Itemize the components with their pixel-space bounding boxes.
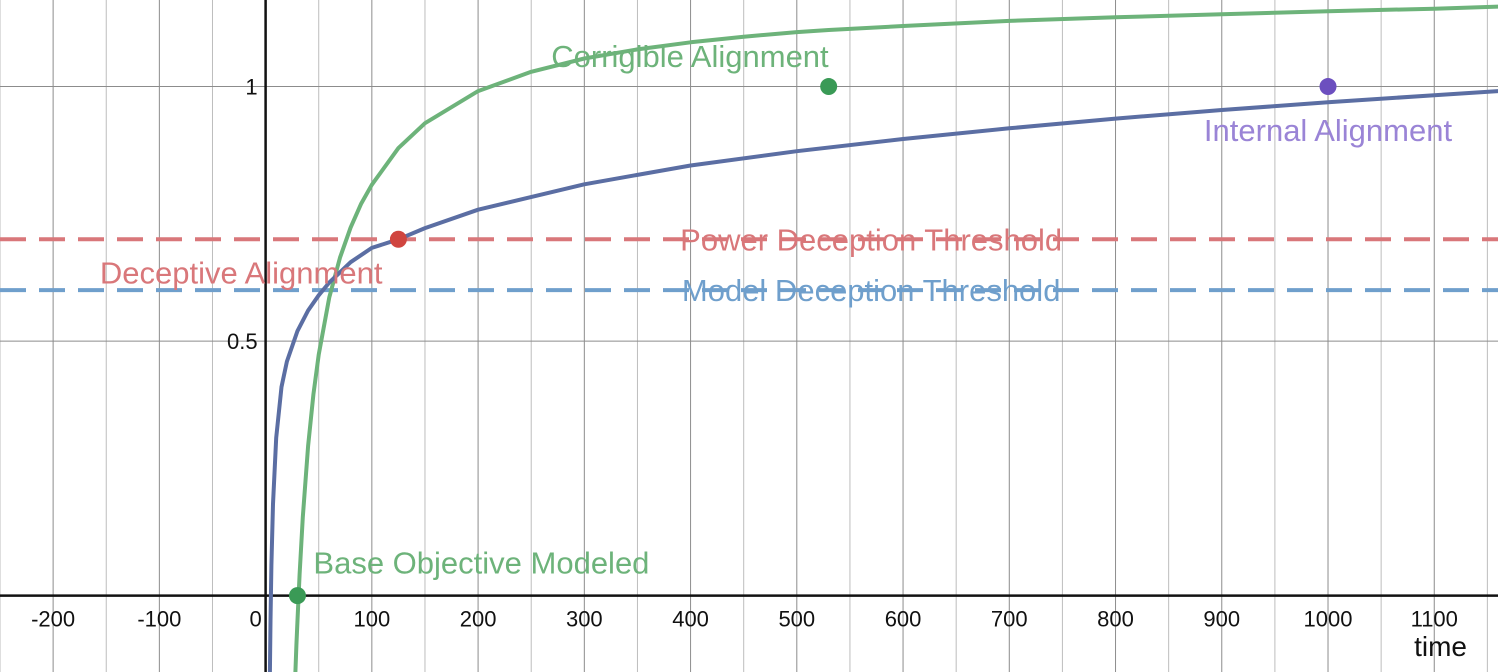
- point-label: Deceptive Alignment: [100, 255, 383, 290]
- threshold-label: Power Deception Threshold: [680, 222, 1062, 257]
- x-tick-label: 500: [778, 607, 815, 632]
- x-tick-label: 200: [460, 607, 497, 632]
- point-label: Internal Alignment: [1204, 113, 1453, 148]
- point-label: Base Objective Modeled: [313, 546, 649, 581]
- data-points: [288, 78, 1337, 605]
- data-point: [1319, 78, 1337, 96]
- x-tick-label: 0: [249, 607, 261, 632]
- series-line-green-curve: [293, 4, 1498, 672]
- series-lines: [267, 4, 1498, 672]
- series-line-blue-curve: [267, 89, 1498, 672]
- x-tick-label: -200: [31, 607, 75, 632]
- threshold-lines: [0, 237, 1498, 293]
- x-tick-label: 300: [566, 607, 603, 632]
- data-point: [820, 78, 838, 96]
- data-point: [288, 587, 306, 605]
- x-axis-title: time: [1414, 631, 1467, 662]
- point-label: Corrigible Alignment: [551, 39, 829, 74]
- x-tick-label: 100: [353, 607, 390, 632]
- x-tick-label: 1100: [1411, 607, 1458, 632]
- y-tick-label: 0.5: [227, 329, 258, 354]
- x-tick-label: 600: [885, 607, 922, 632]
- threshold-label: Model Deception Threshold: [682, 273, 1061, 308]
- x-tick-label: 700: [991, 607, 1028, 632]
- x-tick-label: 900: [1203, 607, 1240, 632]
- x-tick-label: -100: [137, 607, 181, 632]
- x-tick-label: 400: [672, 607, 709, 632]
- x-tick-label: 1000: [1304, 607, 1353, 632]
- data-point: [389, 230, 407, 248]
- labels: Power Deception Threshold Model Deception…: [100, 39, 1453, 581]
- y-tick-label: 1: [245, 75, 257, 100]
- x-tick-label: 800: [1097, 607, 1134, 632]
